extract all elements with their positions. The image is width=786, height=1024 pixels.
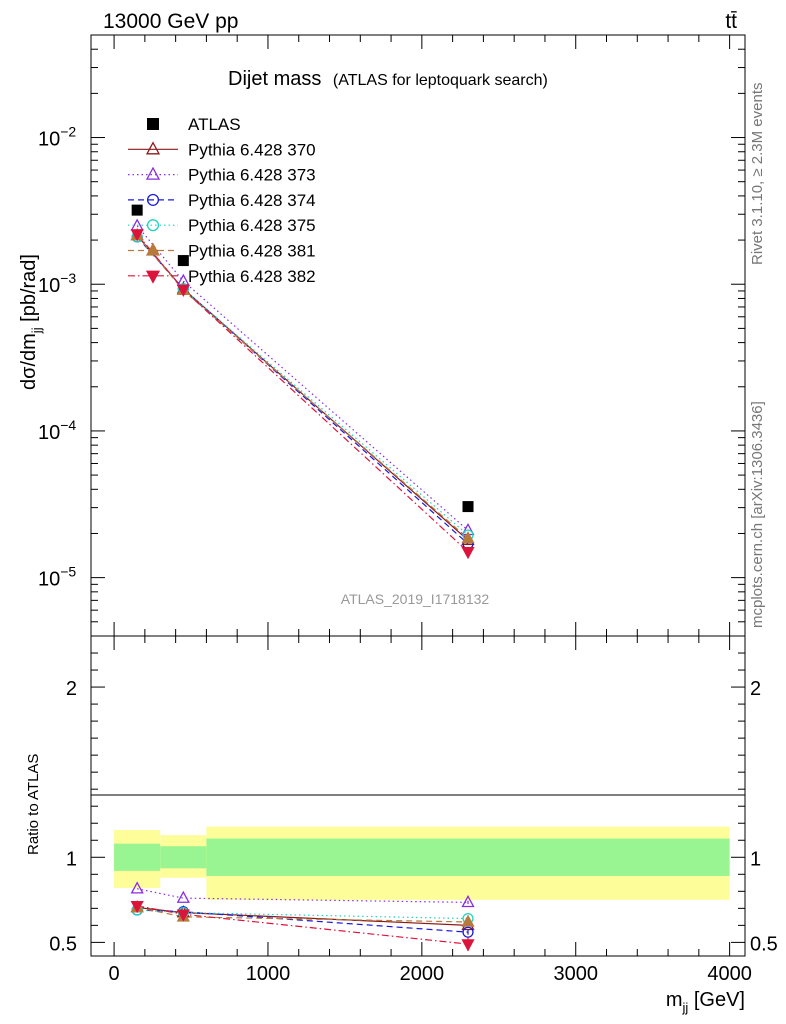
analysis-id-label: ATLAS_2019_I1718132 (341, 591, 490, 607)
ratio-x-tick-label: 4000 (707, 963, 752, 985)
legend-label-pythia-6-428-382: Pythia 6.428 382 (188, 267, 316, 286)
ratio-point-pythia-6-428-373 (176, 890, 190, 903)
ratio-x-tick-labels: 0 1000 2000 3000 4000 (109, 963, 752, 985)
main-y-axis-label-units: [pb/rad] (18, 254, 40, 327)
chart-title: Dijet mass (ATLAS for leptoquark search) (228, 68, 548, 90)
legend-label-pythia-6-428-373: Pythia 6.428 373 (188, 166, 316, 185)
ratio-y-tick-label: 1 (66, 848, 77, 870)
main-point-atlas (177, 255, 189, 267)
ratio-y-tick-labels: 0.5 0.5 1 1 2 2 (49, 678, 778, 955)
main-point-pythia-6-428-382 (130, 229, 144, 242)
main-y-axis-label-subscript: jj (29, 327, 44, 334)
ratio-x-tick-label: 3000 (553, 963, 598, 985)
main-y-tick-exponent: −5 (60, 564, 76, 580)
main-point-pythia-6-428-381 (461, 531, 475, 544)
rivet-label: Rivet 3.1.10, ≥ 2.3M events (749, 83, 766, 266)
main-line-pythia-6-428-382 (136, 233, 469, 553)
main-y-tick-exponent: −3 (60, 270, 76, 286)
legend-marker-pythia-6-428-374 (146, 193, 160, 206)
legend-label-atlas: ATLAS (188, 115, 241, 134)
legend-marker-pythia-6-428-375 (146, 219, 160, 232)
legend-label-pythia-6-428-374: Pythia 6.428 374 (188, 191, 316, 210)
ratio-band-inner (160, 846, 207, 869)
main-point-atlas (131, 204, 143, 216)
ratio-point-pythia-6-428-373 (130, 881, 144, 894)
legend-label-pythia-6-428-375: Pythia 6.428 375 (188, 216, 316, 235)
ratio-point-pythia-6-428-382 (130, 901, 144, 914)
main-y-tick-mantissa: 10 (38, 569, 60, 591)
ratio-x-tick-label: 2000 (400, 963, 445, 985)
main-y-tick-label: 10−2 (38, 124, 76, 151)
legend-marker-pythia-6-428-382 (145, 270, 161, 284)
legend: ATLAS Pythia 6.428 370 Pythia 6.428 373 Pyt… (128, 115, 316, 286)
main-y-tick-labels: 10−510−410−310−2 (38, 124, 76, 591)
main-point-pythia-6-428-382 (176, 284, 190, 297)
main-point-atlas (462, 501, 474, 513)
ratio-point-pythia-6-428-374 (462, 926, 474, 938)
process-label: tt̄ (725, 10, 737, 33)
ratio-y-tick-label-right: 0.5 (750, 933, 778, 955)
main-y-tick-label: 10−5 (38, 564, 76, 591)
main-y-axis-label: dσ/dmjj [pb/rad] (18, 254, 44, 390)
ratio-y-tick-label: 0.5 (49, 933, 77, 955)
main-y-tick-mantissa: 10 (38, 129, 60, 151)
ratio-band-inner (114, 843, 161, 871)
ratio-line-pythia-6-428-381 (137, 906, 469, 923)
main-y-tick-label: 10−3 (38, 270, 76, 297)
ratio-point-pythia-6-428-382 (461, 939, 475, 952)
legend-marker-pythia-6-428-370 (145, 141, 161, 155)
main-y-tick-exponent: −4 (60, 417, 76, 433)
ratio-panel: 0.5 0.5 1 1 2 2 0 1000 2000 3000 4000 Ratio to AT… (25, 635, 778, 1015)
main-y-tick-mantissa: 10 (38, 422, 60, 444)
ratio-x-tick-label: 1000 (246, 963, 291, 985)
ratio-point-pythia-6-428-381 (461, 914, 475, 927)
ratio-y-tick-label: 2 (66, 678, 77, 700)
ratio-y-axis-label: Ratio to ATLAS (25, 754, 42, 855)
main-panel: 10−510−410−310−2 Dijet mass (ATLAS for l… (18, 34, 746, 637)
legend-label-pythia-6-428-370: Pythia 6.428 370 (188, 140, 316, 159)
main-line-pythia-6-428-373 (136, 225, 469, 531)
chart-title-main: Dijet mass (228, 68, 321, 90)
ratio-x-tick-label: 0 (109, 963, 120, 985)
ratio-x-axis-label-subscript: jj (682, 1000, 689, 1015)
ratio-uncertainty-bands (114, 826, 730, 900)
main-point-pythia-6-428-382 (461, 547, 475, 560)
ratio-band-inner (206, 838, 730, 876)
chart-title-sub: (ATLAS for leptoquark search) (333, 72, 548, 89)
legend-label-pythia-6-428-381: Pythia 6.428 381 (188, 242, 316, 261)
ratio-point-pythia-6-428-373 (461, 894, 475, 908)
ratio-x-axis-label-units: [GeV] (688, 989, 745, 1011)
main-y-tick-mantissa: 10 (38, 275, 60, 297)
main-y-tick-label: 10−4 (38, 417, 76, 444)
main-series-markers (130, 204, 475, 560)
mcplots-label: mcplots.cern.ch [arXiv:1306.3436] (749, 401, 766, 628)
legend-marker-pythia-6-428-373 (145, 166, 161, 180)
ratio-axis-ticks (91, 636, 745, 956)
energy-label: 13000 GeV pp (103, 10, 238, 33)
main-y-tick-exponent: −2 (60, 124, 76, 140)
ratio-point-pythia-6-428-382 (176, 909, 190, 922)
ratio-y-tick-label-right: 2 (750, 678, 761, 700)
legend-marker-pythia-6-428-381 (145, 242, 161, 256)
ratio-series-markers (130, 881, 475, 952)
ratio-y-tick-label-right: 1 (750, 848, 761, 870)
ratio-x-axis-label: mjj [GeV] (666, 989, 745, 1015)
legend-marker-atlas (147, 118, 159, 130)
ratio-plot-frame (90, 635, 746, 957)
